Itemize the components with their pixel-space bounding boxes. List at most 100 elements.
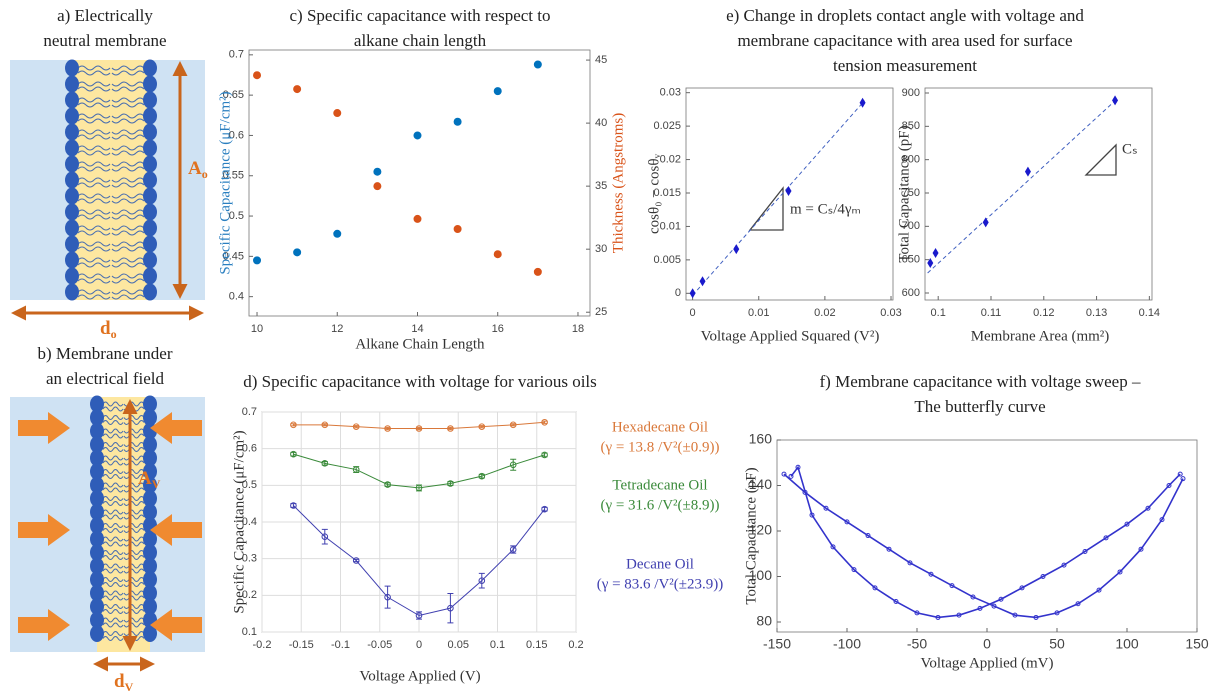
x-tick-label: 0 (983, 636, 991, 652)
lipid-tail (102, 582, 124, 587)
marker (453, 117, 462, 126)
lipid-tail (111, 273, 145, 279)
lipid-head (90, 598, 104, 615)
marker (415, 612, 423, 619)
lipid-tail (102, 487, 124, 493)
chart-title: c) Specific capacitance with respect to (289, 6, 550, 25)
chart-title: e) Change in droplets contact angle with… (726, 6, 1084, 25)
x-axis-label: Alkane Chain Length (355, 336, 485, 352)
y-axis-label: Specific Capacitance (μF/cm²) (217, 91, 233, 274)
x-tick-label: -100 (833, 636, 861, 652)
lipid-tail (111, 150, 145, 156)
x-tick-label: 14 (411, 323, 423, 335)
lipid-tail (77, 86, 111, 92)
lipid-tail (77, 113, 111, 119)
y-tick-label: 0.5 (242, 479, 257, 491)
lipid-tail (111, 182, 145, 188)
lipid-tail (102, 447, 124, 452)
lipid-head (90, 625, 104, 642)
marker (253, 71, 262, 80)
lipid-tail (77, 81, 111, 87)
marker (844, 519, 850, 525)
marker (453, 225, 462, 234)
slope-triangle (1084, 143, 1117, 176)
marker (333, 109, 342, 118)
marker (907, 560, 913, 566)
lipid-head (65, 123, 79, 141)
lipid-tail (111, 289, 145, 295)
lipid-head (90, 503, 104, 521)
label-main: d (114, 671, 125, 692)
lipid-tail (102, 568, 124, 574)
marker (352, 557, 360, 564)
y-tick-label: 0.65 (223, 89, 244, 101)
area-label: Ao (188, 158, 208, 180)
series-note: (γ = 31.6 /V²(±8.9)) (600, 497, 719, 513)
lipid-head (90, 436, 104, 453)
y-tick-label: 0.45 (223, 250, 244, 262)
x-axis-label: Voltage Applied (mV) (920, 655, 1053, 671)
field-arrow (150, 412, 202, 444)
diagram-title: a) Electrically (57, 6, 153, 25)
marker (1012, 612, 1018, 618)
marker (1117, 569, 1123, 575)
y-axis-label: cosθ₀ − cosθᵥ (646, 153, 662, 234)
error-bar (416, 426, 422, 431)
y-tick-label: 0.2 (242, 589, 257, 601)
lipid-tail (111, 177, 145, 183)
lipid-tail (111, 70, 145, 76)
lipid-head (143, 107, 157, 125)
error-bar (478, 572, 485, 589)
lipid-tail (77, 166, 111, 172)
lipids (65, 59, 157, 301)
marker (733, 244, 740, 255)
marker (1112, 95, 1119, 106)
lipid-tail (102, 401, 124, 407)
marker (1024, 166, 1031, 177)
lipid-tail (77, 198, 111, 204)
lipid-tail (102, 555, 124, 560)
lipid-tail (77, 262, 111, 268)
x-tick-label: 0.12 (1033, 307, 1054, 319)
chart-title: d) Specific capacitance with voltage for… (243, 372, 597, 391)
lipid-tail (102, 433, 124, 439)
x-tick-label: 0.03 (880, 307, 901, 319)
marker (493, 87, 502, 96)
series-label: Decane Oil (626, 556, 694, 572)
y-tick-label: 0.7 (229, 49, 244, 61)
lipid-tail (102, 617, 124, 623)
y-tick-label: 0.005 (653, 254, 681, 266)
lipid-tail (77, 230, 111, 236)
y-tick-label: 0.01 (660, 220, 681, 232)
lipid-tail (102, 523, 124, 528)
lipid-tail (111, 166, 145, 172)
lipid-tail (111, 230, 145, 236)
error-bar (510, 458, 517, 471)
marker (352, 466, 360, 473)
lipid-head (143, 625, 157, 642)
lipid-tail (102, 482, 124, 488)
marker (1033, 614, 1039, 620)
marker (1145, 505, 1151, 511)
marker (1096, 587, 1102, 593)
y-tick-label: 80 (756, 613, 772, 629)
x-tick-label: 0.01 (748, 307, 769, 319)
marker (785, 185, 792, 196)
marker (352, 423, 360, 430)
lipid-tail (77, 150, 111, 156)
x-axis-label: Voltage Applied Squared (V²) (701, 328, 880, 344)
series-label: Hexadecane Oil (612, 419, 708, 435)
series-note: (γ = 83.6 /V²(±23.9)) (597, 576, 724, 592)
lipid-tail (77, 209, 111, 215)
lipid-tail (102, 415, 124, 420)
y-tick-label: 0.02 (660, 153, 681, 165)
lipid-head (65, 75, 79, 93)
marker (781, 471, 787, 477)
error-bar (321, 528, 328, 545)
lipid-tail (111, 145, 145, 151)
lipid-head (90, 557, 104, 575)
lipid-head (90, 422, 104, 440)
y-tick-label: 0.1 (242, 626, 257, 638)
marker (290, 502, 297, 509)
